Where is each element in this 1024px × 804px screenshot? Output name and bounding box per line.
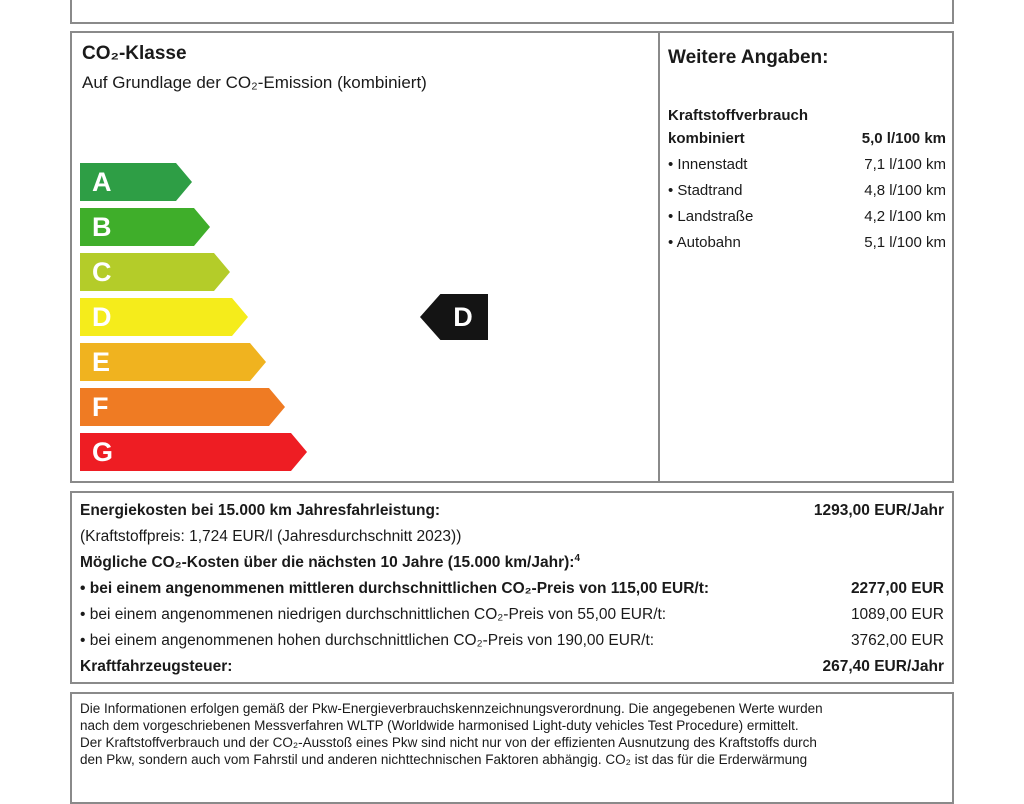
cost-label: bei einem angenommenen niedrigen durchsc… <box>80 602 666 628</box>
footer-line: Der Kraftstoffverbrauch und der CO₂-Auss… <box>80 735 817 750</box>
co2-class-bar-g: G <box>80 433 307 471</box>
assigned-class-letter: D <box>453 301 473 332</box>
cost-row-co2-hoch: bei einem angenommenen hohen durchschnit… <box>80 628 944 654</box>
fuel-row-stadtrand: Stadtrand 4,8 l/100 km <box>668 178 946 204</box>
cost-row-co2-mittel: bei einem angenommenen mittleren durchsc… <box>80 576 944 602</box>
cost-label: Energiekosten bei 15.000 km Jahresfahrle… <box>80 502 441 519</box>
weitere-angaben-panel: Weitere Angaben: Kraftstoffverbrauch kom… <box>660 33 952 481</box>
cost-label: Mögliche CO₂-Kosten über die nächsten 10… <box>80 552 580 571</box>
co2-class-letter: G <box>92 436 114 467</box>
co2-class-letter: D <box>92 301 112 332</box>
energy-costs-box: Energiekosten bei 15.000 km Jahresfahrle… <box>70 491 954 684</box>
cost-label: bei einem angenommenen hohen durchschnit… <box>80 628 654 654</box>
fuel-label: Stadtrand <box>668 178 742 204</box>
cost-value: 1293,00 EUR/Jahr <box>813 502 944 519</box>
cost-label: (Kraftstoffpreis: 1,724 EUR/l (Jahresdur… <box>80 528 462 545</box>
assigned-class-indicator: D <box>420 294 488 340</box>
co2-class-row-b: B <box>80 208 307 246</box>
co2-class-bar-a: A <box>80 163 192 201</box>
cost-row-energiekosten: Energiekosten bei 15.000 km Jahresfahrle… <box>80 498 944 524</box>
fuel-value: 5,1 l/100 km <box>864 234 946 251</box>
co2-class-letter: A <box>92 166 112 197</box>
legal-footer-box: Die Informationen erfolgen gemäß der Pkw… <box>70 692 954 804</box>
co2-class-row-g: G <box>80 433 307 471</box>
cost-value: 2277,00 EUR <box>850 580 944 597</box>
co2-class-letter: E <box>92 346 111 377</box>
co2-class-subtitle: Auf Grundlage der CO₂-Emission (kombinie… <box>82 73 427 92</box>
co2-class-letter: F <box>92 391 109 422</box>
co2-class-row-f: F <box>80 388 307 426</box>
fuel-row-autobahn: Autobahn 5,1 l/100 km <box>668 230 946 256</box>
cost-value: 3762,00 EUR <box>850 632 944 649</box>
cost-row-kfz-steuer: Kraftfahrzeugsteuer: 267,40 EUR/Jahr <box>80 654 944 680</box>
fuel-value: 4,2 l/100 km <box>864 208 946 225</box>
fuel-row-landstrasse: Landstraße 4,2 l/100 km <box>668 204 946 230</box>
cost-row-co2-kosten-heading: Mögliche CO₂-Kosten über die nächsten 10… <box>80 550 944 576</box>
co2-class-row-a: A <box>80 163 307 201</box>
cost-row-co2-niedrig: bei einem angenommenen niedrigen durchsc… <box>80 602 944 628</box>
cost-label: bei einem angenommenen mittleren durchsc… <box>80 576 709 602</box>
fuel-label: Autobahn <box>668 230 741 256</box>
co2-class-bar-c: C <box>80 253 230 291</box>
co2-class-row-c: C <box>80 253 307 291</box>
co2-class-bar-e: E <box>80 343 266 381</box>
co2-class-bar-f: F <box>80 388 285 426</box>
co2-class-bar-b: B <box>80 208 210 246</box>
footer-line: den Pkw, sondern auch vom Fahrstil und a… <box>80 752 808 767</box>
top-partial-box <box>70 0 954 24</box>
fuel-label: Landstraße <box>668 204 753 230</box>
fuel-label: kombiniert <box>668 130 745 147</box>
fuel-value: 4,8 l/100 km <box>864 182 946 199</box>
co2-class-letter: B <box>92 211 112 242</box>
footnote-marker: 4 <box>574 552 580 564</box>
cost-value: 1089,00 EUR <box>850 606 944 623</box>
co2-class-row-e: E <box>80 343 307 381</box>
footer-line: Die Informationen erfolgen gemäß der Pkw… <box>80 701 823 716</box>
energy-label-page: { "co2_scale": { "title": "CO₂-Klasse", … <box>0 0 1024 768</box>
fuel-label: Innenstadt <box>668 152 747 178</box>
co2-class-bar-d: D <box>80 298 248 336</box>
co2-class-letter: C <box>92 256 112 287</box>
cost-row-kraftstoffpreis: (Kraftstoffpreis: 1,724 EUR/l (Jahresdur… <box>80 524 944 550</box>
weitere-angaben-title: Weitere Angaben: <box>668 47 829 68</box>
footer-line: nach dem vorgeschriebenen Messverfahren … <box>80 718 799 733</box>
co2-class-title: CO₂-Klasse <box>82 43 187 64</box>
cost-value: 267,40 EUR/Jahr <box>822 658 945 675</box>
fuel-consumption-rows: kombiniert 5,0 l/100 km Innenstadt 7,1 l… <box>668 126 946 256</box>
co2-class-panel: CO₂-Klasse Auf Grundlage der CO₂-Emissio… <box>72 33 660 481</box>
cost-label: Kraftfahrzeugsteuer: <box>80 658 233 675</box>
fuel-consumption-title: Kraftstoffverbrauch <box>668 107 809 124</box>
fuel-row-kombiniert: kombiniert 5,0 l/100 km <box>668 126 946 152</box>
fuel-row-innenstadt: Innenstadt 7,1 l/100 km <box>668 152 946 178</box>
main-label-box: CO₂-Klasse Auf Grundlage der CO₂-Emissio… <box>70 31 954 483</box>
fuel-value: 7,1 l/100 km <box>864 156 946 173</box>
fuel-value: 5,0 l/100 km <box>861 130 946 147</box>
